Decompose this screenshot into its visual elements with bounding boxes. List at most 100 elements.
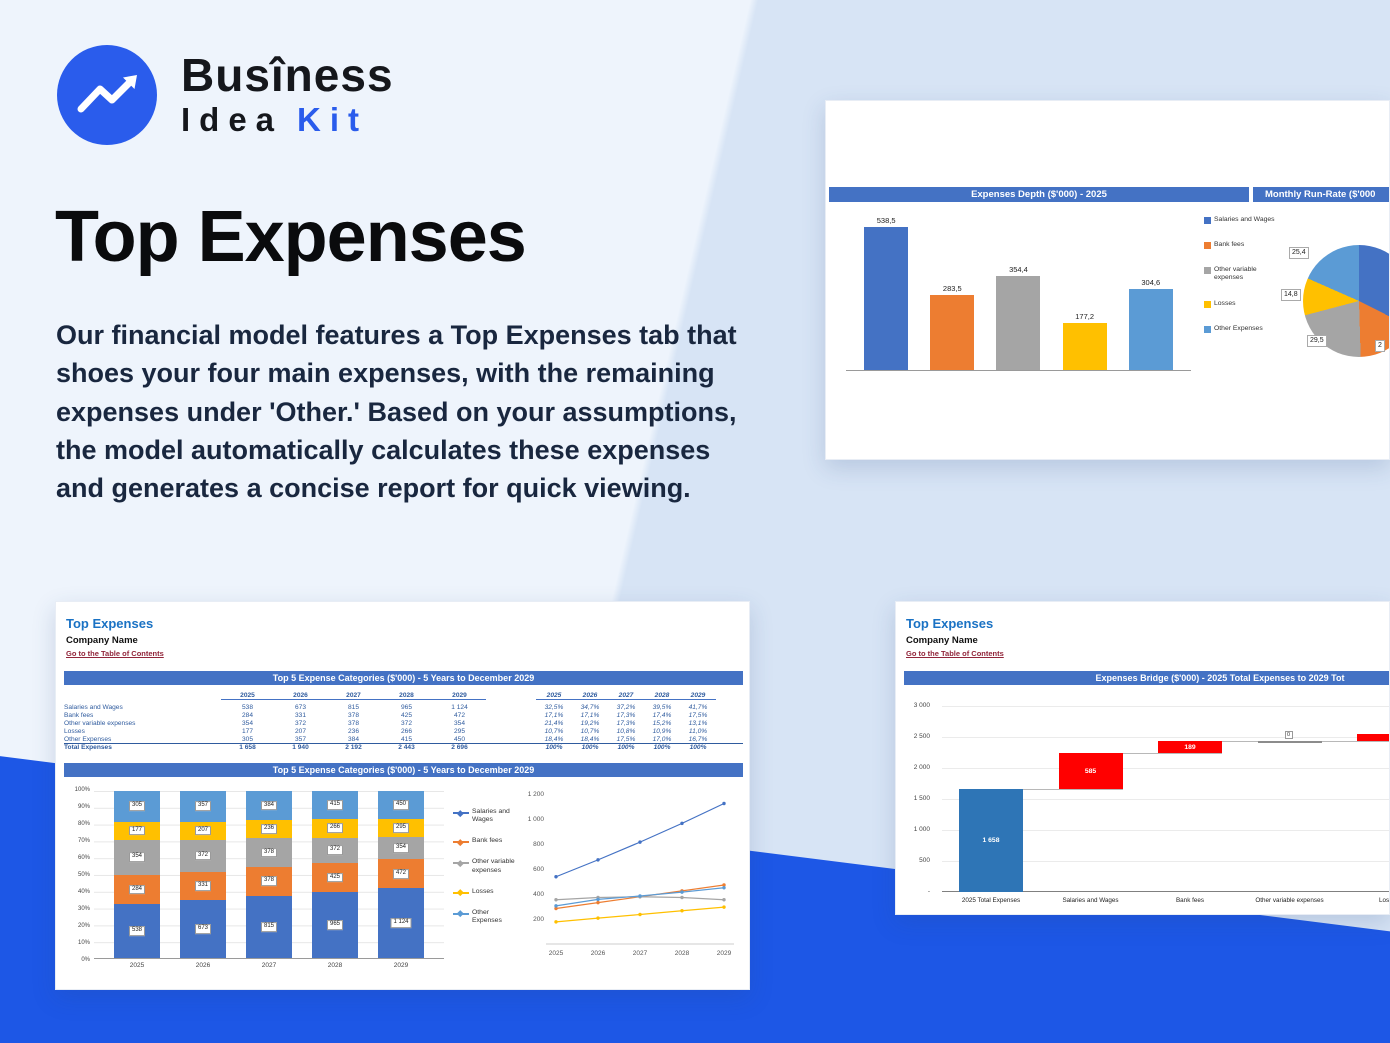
stacked-bar-segment: 472 bbox=[378, 859, 424, 889]
stacked-bar-segment: 284 bbox=[114, 875, 160, 904]
row-percent: 18,4% bbox=[544, 735, 564, 743]
legend-swatch-icon bbox=[1204, 300, 1211, 308]
bridge-bar-value: 189 bbox=[1184, 743, 1196, 751]
legend-label: Bank fees bbox=[472, 837, 503, 845]
stack-seg-value: 354 bbox=[392, 843, 410, 854]
waterfall-bar: 585 bbox=[1058, 752, 1123, 790]
table-row: Total Expenses 1 658 1 940 2 192 2 443 2 696 1… bbox=[64, 742, 743, 751]
stack-seg-value: 354 bbox=[128, 852, 146, 863]
row-percent: 19,2% bbox=[580, 719, 600, 727]
stack-seg-value: 236 bbox=[260, 824, 278, 835]
expense-table-rows: Salaries and Wages 538 673 815 965 1 124 32,5%… bbox=[64, 704, 743, 751]
gridline bbox=[942, 830, 1389, 831]
table-of-contents-link[interactable]: Go to the Table of Contents bbox=[906, 649, 1004, 658]
row-value: 673 bbox=[294, 704, 306, 712]
row-value: 177 bbox=[241, 727, 253, 735]
stack-seg-value: 673 bbox=[194, 924, 212, 934]
legend-marker-icon bbox=[457, 860, 464, 867]
row-label: Salaries and Wages bbox=[64, 704, 123, 712]
brand-logo: Busîness Idea Kit bbox=[57, 45, 394, 145]
stack-y-axis: 100% 90% 80% 70% 60% 50% 40% 30% 20% 10% 0% bbox=[64, 787, 90, 963]
company-name: Company Name bbox=[66, 635, 138, 646]
row-value: 815 bbox=[347, 704, 359, 712]
trend-axis-label: 1 000 bbox=[528, 816, 545, 823]
bridge-y-axis: 3 000 2 500 2 000 1 500 1 000 500 - bbox=[896, 702, 936, 898]
row-value: 425 bbox=[400, 712, 412, 720]
waterfall-bar: 1 658 bbox=[959, 789, 1023, 892]
depth-legend: Salaries and Wages Bank fees Other variabl… bbox=[1204, 216, 1276, 333]
trend-circle bbox=[554, 906, 558, 911]
screenshot-top-expenses-sheet: Top Expenses Company Name Go to the Tabl… bbox=[55, 601, 750, 990]
legend-item: Other Expenses bbox=[453, 909, 519, 925]
row-value: 450 bbox=[453, 735, 465, 743]
bridge-x-label: Salaries and Wages bbox=[1062, 897, 1119, 904]
table-row: Losses 177 207 236 266 295 10,7% 10,7% 10,8% 10,9… bbox=[64, 727, 743, 735]
row-percent: 100% bbox=[545, 743, 563, 751]
table-row: Bank fees 284 331 378 425 472 17,1% 17,1% 17,3% 1… bbox=[64, 712, 743, 720]
legend-item: Bank fees bbox=[1204, 241, 1276, 250]
stacked-bar-segment: 305 bbox=[114, 791, 160, 822]
stacked-bar-segment: 415 bbox=[312, 791, 358, 820]
row-percent: 17,5% bbox=[616, 735, 636, 743]
legend-item: Bank fees bbox=[453, 837, 519, 846]
legend-item: Other variable expenses bbox=[1204, 266, 1276, 282]
trend-circle bbox=[680, 821, 684, 826]
bridge-x-label: Bank fees bbox=[1175, 897, 1204, 904]
legend-marker-icon bbox=[457, 838, 464, 846]
year-header: 2027 bbox=[327, 692, 380, 700]
row-label: Other Expenses bbox=[64, 735, 112, 743]
trend-circle bbox=[680, 895, 684, 900]
pie-label: 14,8 bbox=[1281, 289, 1301, 301]
trend-circle bbox=[554, 875, 558, 879]
sheet-title: Top Expenses bbox=[906, 616, 994, 631]
bridge-x-label: Other variable expenses bbox=[1255, 897, 1324, 904]
row-percent: 32,5% bbox=[544, 704, 564, 712]
table-row: Other variable expenses 354 372 378 372 354 21… bbox=[64, 720, 743, 728]
row-value: 305 bbox=[241, 735, 253, 743]
row-percent: 100% bbox=[617, 743, 635, 751]
stack-seg-value: 284 bbox=[128, 884, 146, 895]
legend-swatch-icon bbox=[1204, 267, 1211, 275]
stack-seg-value: 538 bbox=[128, 926, 146, 936]
legend-label: Other variable expenses bbox=[472, 858, 515, 874]
row-label: Other variable expenses bbox=[64, 719, 136, 727]
stacked-bar-column: 1 124 472 354 295 450 bbox=[378, 791, 424, 958]
stacked-bar-segment: 815 bbox=[246, 895, 292, 958]
bridge-zero-label: 0 bbox=[1284, 731, 1293, 740]
stack-seg-value: 331 bbox=[194, 880, 212, 891]
row-value: 295 bbox=[453, 727, 465, 735]
stacked-bar-column: 965 425 372 266 415 bbox=[312, 791, 358, 958]
row-percent: 17,0% bbox=[652, 735, 672, 743]
depth-bar bbox=[996, 276, 1041, 370]
legend-label: Bank fees bbox=[1214, 241, 1245, 249]
row-percent: 34,7% bbox=[580, 704, 600, 712]
legend-item: Other variable expenses bbox=[453, 858, 519, 874]
brand-name-line1: Busîness bbox=[181, 48, 394, 101]
row-percent: 17,3% bbox=[616, 719, 636, 727]
stack-y-tick: 50% bbox=[77, 872, 90, 878]
table-of-contents-link[interactable]: Go to the Table of Contents bbox=[66, 649, 164, 658]
trend-axis-label: 2028 bbox=[675, 950, 690, 957]
bridge-connector bbox=[1023, 789, 1123, 791]
waterfall-bar bbox=[1257, 741, 1322, 744]
legend-line-icon bbox=[453, 910, 469, 917]
row-percent: 10,7% bbox=[580, 727, 600, 735]
stacked-bar-segment: 357 bbox=[180, 791, 226, 822]
depth-bar-value: 177,2 bbox=[1075, 312, 1095, 322]
stacked-bar-segment: 1 124 bbox=[378, 888, 424, 958]
stack-x-axis: 2025 2026 2027 2028 2029 bbox=[94, 962, 444, 969]
trend-axis-label: 2027 bbox=[633, 950, 648, 957]
trend-line-chart: 1 200 1 000 800 600 400 200 2025 2026 2027 2028 20… bbox=[528, 791, 734, 957]
row-value: 331 bbox=[294, 712, 306, 720]
bridge-y-tick: 3 000 bbox=[913, 702, 930, 709]
stacked-bar-segment: 372 bbox=[180, 839, 226, 872]
row-percent: 10,7% bbox=[544, 727, 564, 735]
brand-name-idea: Idea bbox=[181, 101, 284, 139]
legend-line-icon bbox=[453, 860, 469, 867]
trend-circle bbox=[722, 898, 726, 902]
stacked-bar-segment: 673 bbox=[180, 900, 226, 958]
bridge-y-tick: 2 000 bbox=[913, 764, 930, 771]
pie-label: 29,5 bbox=[1307, 335, 1327, 347]
trend-circle bbox=[722, 886, 726, 890]
stacked-bar-segment: 177 bbox=[114, 821, 160, 840]
